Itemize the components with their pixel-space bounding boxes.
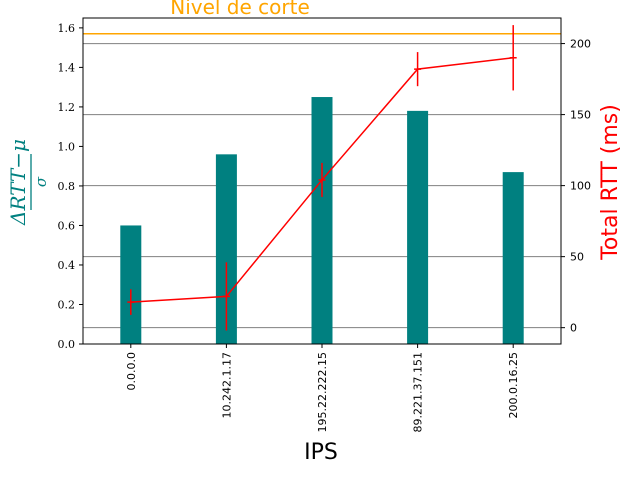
- right-tick-label: 100: [570, 180, 591, 193]
- right-tick-label: 50: [570, 251, 584, 264]
- x-tick-label: 0.0.0.0: [125, 352, 138, 390]
- bar: [120, 225, 142, 344]
- left-tick-label: 1.0: [58, 140, 76, 153]
- x-axis: 0.0.0.0 10.242.1.17 195.22.222.15 89.221.37…: [125, 344, 520, 432]
- bar: [407, 110, 429, 345]
- x-tick-label: 200.0.16.25: [507, 352, 520, 418]
- x-tick-label: 89.221.37.151: [412, 352, 425, 432]
- right-tick-label: 200: [570, 38, 591, 51]
- left-y-axis-label-denominator: σ: [32, 176, 50, 187]
- left-y-axis-label-numerator: ΔRTT−μ: [6, 139, 30, 226]
- bar: [311, 97, 333, 344]
- left-tick-label: 0.8: [58, 180, 76, 193]
- right-tick-label: 150: [570, 109, 591, 122]
- left-tick-label: 0.6: [58, 219, 76, 232]
- left-tick-label: 1.2: [58, 101, 76, 114]
- left-y-axis-label: ΔRTT−μ σ: [6, 139, 50, 226]
- left-tick-label: 0.4: [58, 259, 76, 272]
- left-tick-label: 0.2: [58, 298, 76, 311]
- right-y-axis: 0 50 100 150 200: [561, 38, 591, 335]
- left-tick-label: 0.0: [58, 338, 76, 351]
- x-tick-label: 195.22.222.15: [316, 352, 329, 432]
- x-axis-label: IPS: [304, 440, 338, 465]
- left-tick-label: 1.4: [58, 61, 76, 74]
- left-tick-label: 1.6: [58, 22, 76, 35]
- right-y-axis-label: Total RTT (ms): [598, 104, 623, 261]
- x-tick-label: 10.242.1.17: [220, 352, 233, 418]
- right-tick-label: 0: [570, 322, 577, 335]
- cutoff-label: Nivel de corte: [170, 0, 310, 19]
- line-series: [127, 25, 517, 331]
- bar-series: [120, 97, 524, 345]
- left-y-axis: 0.0 0.2 0.4 0.6 0.8 1.0 1.2 1.4 1.6: [58, 22, 83, 351]
- bar: [502, 172, 524, 344]
